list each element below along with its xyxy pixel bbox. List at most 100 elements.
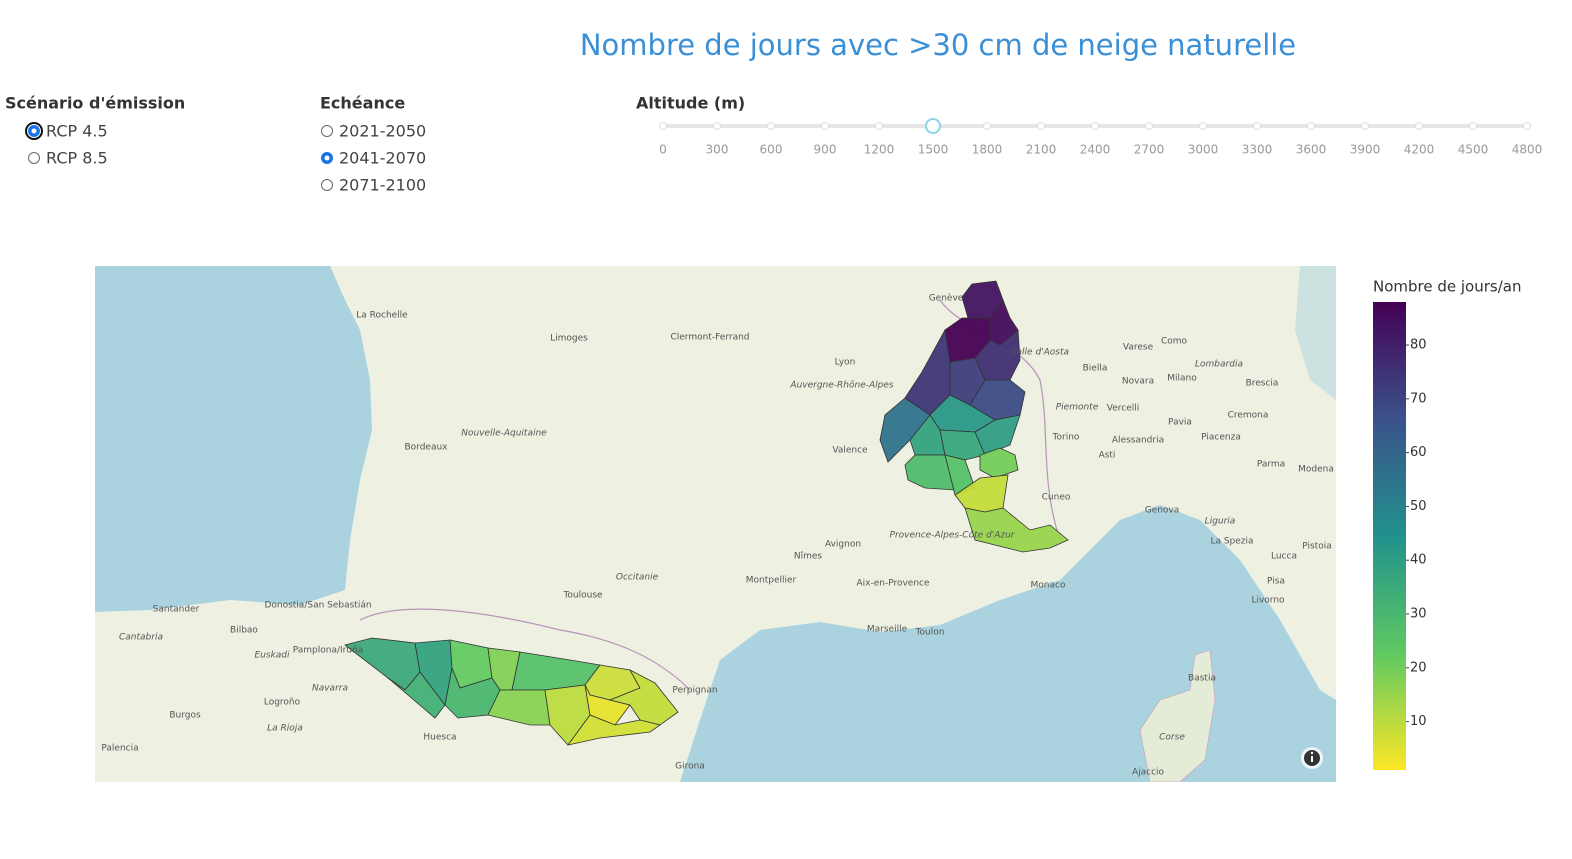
radio-label[interactable]: RCP 4.5 [46, 122, 108, 141]
map-label: Bastia [1188, 674, 1216, 684]
slider-mark[interactable]: 1800 [972, 143, 1003, 157]
map-label: Modena [1298, 465, 1334, 475]
slider-dot[interactable] [875, 122, 883, 130]
map-label: Genova [1145, 506, 1180, 516]
map-label: Provence-Alpes-Côte d'Azur [890, 530, 1016, 541]
map-label: Logroño [264, 698, 301, 708]
massif[interactable] [974, 414, 1021, 456]
slider-dot[interactable] [1415, 122, 1423, 130]
slider-dot[interactable] [1037, 122, 1045, 130]
map-labels: La Rochelle Limoges Clermont-Ferrand Lyon Ge… [101, 293, 1334, 778]
slider-dot[interactable] [983, 122, 991, 130]
radio[interactable] [321, 125, 333, 137]
colorbar-tick-label: 70 [1410, 391, 1427, 406]
slider-dot[interactable] [1307, 122, 1315, 130]
slider-mark[interactable]: 0 [659, 143, 667, 157]
slider-mark[interactable]: 4500 [1458, 143, 1489, 157]
map-label: Clermont-Ferrand [670, 333, 749, 343]
slider-dot[interactable] [1091, 122, 1099, 130]
map-label: Perpignan [672, 686, 717, 696]
radio-label[interactable]: 2041-2070 [339, 149, 426, 168]
map-label: Avignon [825, 540, 861, 550]
map-label: Navarra [312, 684, 348, 694]
slider-dot[interactable] [1199, 122, 1207, 130]
slider-mark[interactable]: 600 [760, 143, 783, 157]
map-label: Santander [153, 605, 200, 615]
massif[interactable] [979, 447, 1019, 479]
map-label: Limoges [550, 334, 588, 344]
colorbar-tick-label: 40 [1410, 553, 1427, 568]
slider-dot[interactable] [767, 122, 775, 130]
altitude-label: Altitude (m) [636, 94, 745, 113]
map-label: Como [1161, 337, 1188, 347]
map-label: Brescia [1246, 379, 1279, 389]
slider-mark[interactable]: 1500 [918, 143, 949, 157]
slider-dot[interactable] [1523, 122, 1531, 130]
slider-dot[interactable] [821, 122, 829, 130]
slider-mark[interactable]: 2700 [1134, 143, 1165, 157]
map-label: Cantabria [119, 633, 163, 643]
radio[interactable] [28, 152, 40, 164]
massifs [344, 280, 1069, 746]
map-label: Vercelli [1107, 404, 1139, 414]
colorbar-title: Nombre de jours/an [1373, 278, 1521, 296]
map-label: Occitanie [616, 573, 659, 583]
border [359, 608, 691, 691]
map-label: Asti [1099, 451, 1116, 461]
slider-dot[interactable] [713, 122, 721, 130]
radio-label[interactable]: 2021-2050 [339, 122, 426, 141]
map-label: Piemonte [1056, 403, 1099, 413]
slider-mark[interactable]: 3900 [1350, 143, 1381, 157]
map-label: Bilbao [230, 626, 258, 636]
slider-dot[interactable] [1469, 122, 1477, 130]
radio[interactable] [321, 179, 333, 191]
radio-dot [324, 155, 330, 161]
colorbar-tick-label: 60 [1410, 445, 1427, 460]
slider-mark[interactable]: 3600 [1296, 143, 1327, 157]
massif[interactable] [567, 714, 661, 746]
map-label: Valence [832, 446, 868, 456]
slider-dot[interactable] [1253, 122, 1261, 130]
map-label: Parma [1257, 460, 1285, 470]
map-label: Bordeaux [404, 443, 448, 453]
map-label: Nouvelle-Aquitaine [461, 429, 547, 439]
echeance-label: Echéance [320, 94, 405, 113]
lake [1295, 266, 1336, 400]
sea-atlantic [95, 266, 372, 612]
colorbar-ticks: 10 20 30 40 50 60 70 80 [1406, 338, 1427, 729]
slider-mark[interactable]: 3300 [1242, 143, 1273, 157]
slider-mark[interactable]: 3000 [1188, 143, 1219, 157]
slider-handle[interactable] [925, 118, 941, 134]
map-label: Biella [1083, 364, 1108, 374]
map-label: Corse [1159, 733, 1185, 743]
slider-mark[interactable]: 4200 [1404, 143, 1435, 157]
slider-mark[interactable]: 2100 [1026, 143, 1057, 157]
slider-mark[interactable]: 2400 [1080, 143, 1111, 157]
slider-mark[interactable]: 900 [814, 143, 837, 157]
map-label: Lyon [835, 358, 856, 368]
slider-mark[interactable]: 1200 [864, 143, 895, 157]
massif[interactable] [964, 507, 1069, 553]
map-label: Donostia/San Sebastián [264, 601, 371, 611]
colorbar-tick-label: 80 [1410, 338, 1427, 353]
map-label: Novara [1122, 377, 1154, 387]
map: La Rochelle Limoges Clermont-Ferrand Lyon Ge… [95, 266, 1336, 782]
map-label: Lombardia [1195, 360, 1243, 370]
radio-label[interactable]: 2071-2100 [339, 176, 426, 195]
map-label: Varese [1123, 343, 1154, 353]
slider-mark[interactable]: 4800 [1512, 143, 1543, 157]
map-label: Pisa [1267, 577, 1285, 587]
map-label: Girona [675, 762, 705, 772]
colorbar [1373, 302, 1406, 770]
slider-mark[interactable]: 300 [706, 143, 729, 157]
radio-label[interactable]: RCP 8.5 [46, 149, 108, 168]
info-glyph [1310, 751, 1314, 755]
map-label: Valle d'Aosta [1011, 348, 1069, 358]
page-title: Nombre de jours avec >30 cm de neige nat… [580, 28, 1296, 62]
massif[interactable] [939, 429, 986, 461]
map-label: La Rioja [267, 724, 303, 734]
slider-dot[interactable] [1145, 122, 1153, 130]
slider-dot[interactable] [659, 122, 667, 130]
slider-dot[interactable] [1361, 122, 1369, 130]
